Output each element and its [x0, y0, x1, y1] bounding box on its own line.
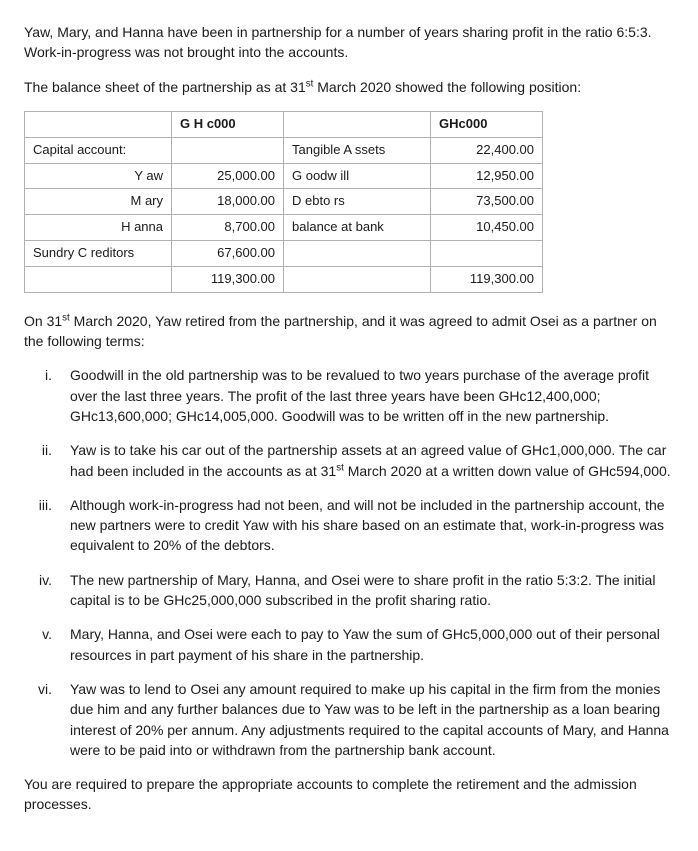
term-body: The new partnership of Mary, Hanna, and … [70, 570, 674, 611]
term-marker: vi. [24, 679, 52, 760]
list-item: i. Goodwill in the old partnership was t… [24, 365, 674, 426]
cell [284, 241, 431, 267]
mid-post: March 2020, Yaw retired from the partner… [24, 313, 657, 349]
cell: 10,450.00 [431, 215, 543, 241]
cell [25, 266, 172, 292]
cell: balance at bank [284, 215, 431, 241]
mid-paragraph: On 31st March 2020, Yaw retired from the… [24, 311, 674, 352]
term-body: Although work-in-progress had not been, … [70, 495, 674, 556]
cell: 73,500.00 [431, 189, 543, 215]
term-marker: v. [24, 624, 52, 665]
mid-pre: On 31 [24, 313, 62, 329]
term-marker: iii. [24, 495, 52, 556]
cell: H anna [25, 215, 172, 241]
term-body: Yaw was to lend to Osei any amount requi… [70, 679, 674, 760]
balance-sheet-table: G H c000 GHc000 Capital account: Tangibl… [24, 111, 543, 293]
term-marker: ii. [24, 440, 52, 481]
term-sup: st [336, 462, 344, 473]
cell: G oodw ill [284, 163, 431, 189]
table-row: 119,300.00 119,300.00 [25, 266, 543, 292]
list-item: iii. Although work-in-progress had not b… [24, 495, 674, 556]
mid-sup: st [62, 312, 70, 323]
cell [284, 266, 431, 292]
term-post: March 2020 at a written down value of GH… [344, 463, 671, 479]
cell: Sundry C reditors [25, 241, 172, 267]
cell: Tangible A ssets [284, 137, 431, 163]
cell: 119,300.00 [172, 266, 284, 292]
intro-paragraph-1: Yaw, Mary, and Hanna have been in partne… [24, 22, 674, 63]
list-item: iv. The new partnership of Mary, Hanna, … [24, 570, 674, 611]
cell: 119,300.00 [431, 266, 543, 292]
list-item: vi. Yaw was to lend to Osei any amount r… [24, 679, 674, 760]
cell: 8,700.00 [172, 215, 284, 241]
table-row: H anna 8,700.00 balance at bank 10,450.0… [25, 215, 543, 241]
cell [431, 241, 543, 267]
cell: M ary [25, 189, 172, 215]
table-row: Capital account: Tangible A ssets 22,400… [25, 137, 543, 163]
intro-paragraph-2: The balance sheet of the partnership as … [24, 77, 674, 97]
list-item: ii. Yaw is to take his car out of the pa… [24, 440, 674, 481]
terms-list: i. Goodwill in the old partnership was t… [24, 365, 674, 760]
term-marker: iv. [24, 570, 52, 611]
list-item: v. Mary, Hanna, and Osei were each to pa… [24, 624, 674, 665]
intro2-pre: The balance sheet of the partnership as … [24, 79, 306, 95]
cell [172, 137, 284, 163]
cell: 12,950.00 [431, 163, 543, 189]
cell: 18,000.00 [172, 189, 284, 215]
cell: 67,600.00 [172, 241, 284, 267]
table-row: Y aw 25,000.00 G oodw ill 12,950.00 [25, 163, 543, 189]
cell: 22,400.00 [431, 137, 543, 163]
intro2-post: March 2020 showed the following position… [313, 79, 581, 95]
cell: Y aw [25, 163, 172, 189]
outro-paragraph: You are required to prepare the appropri… [24, 774, 674, 815]
table-row: M ary 18,000.00 D ebto rs 73,500.00 [25, 189, 543, 215]
term-body: Yaw is to take his car out of the partne… [70, 440, 674, 481]
cell: Capital account: [25, 137, 172, 163]
term-body: Mary, Hanna, and Osei were each to pay t… [70, 624, 674, 665]
table-mid-blank [284, 111, 431, 137]
table-row: Sundry C reditors 67,600.00 [25, 241, 543, 267]
table-head-left: G H c000 [172, 111, 284, 137]
term-marker: i. [24, 365, 52, 426]
table-corner [25, 111, 172, 137]
term-body: Goodwill in the old partnership was to b… [70, 365, 674, 426]
cell: 25,000.00 [172, 163, 284, 189]
cell: D ebto rs [284, 189, 431, 215]
table-head-right: GHc000 [431, 111, 543, 137]
